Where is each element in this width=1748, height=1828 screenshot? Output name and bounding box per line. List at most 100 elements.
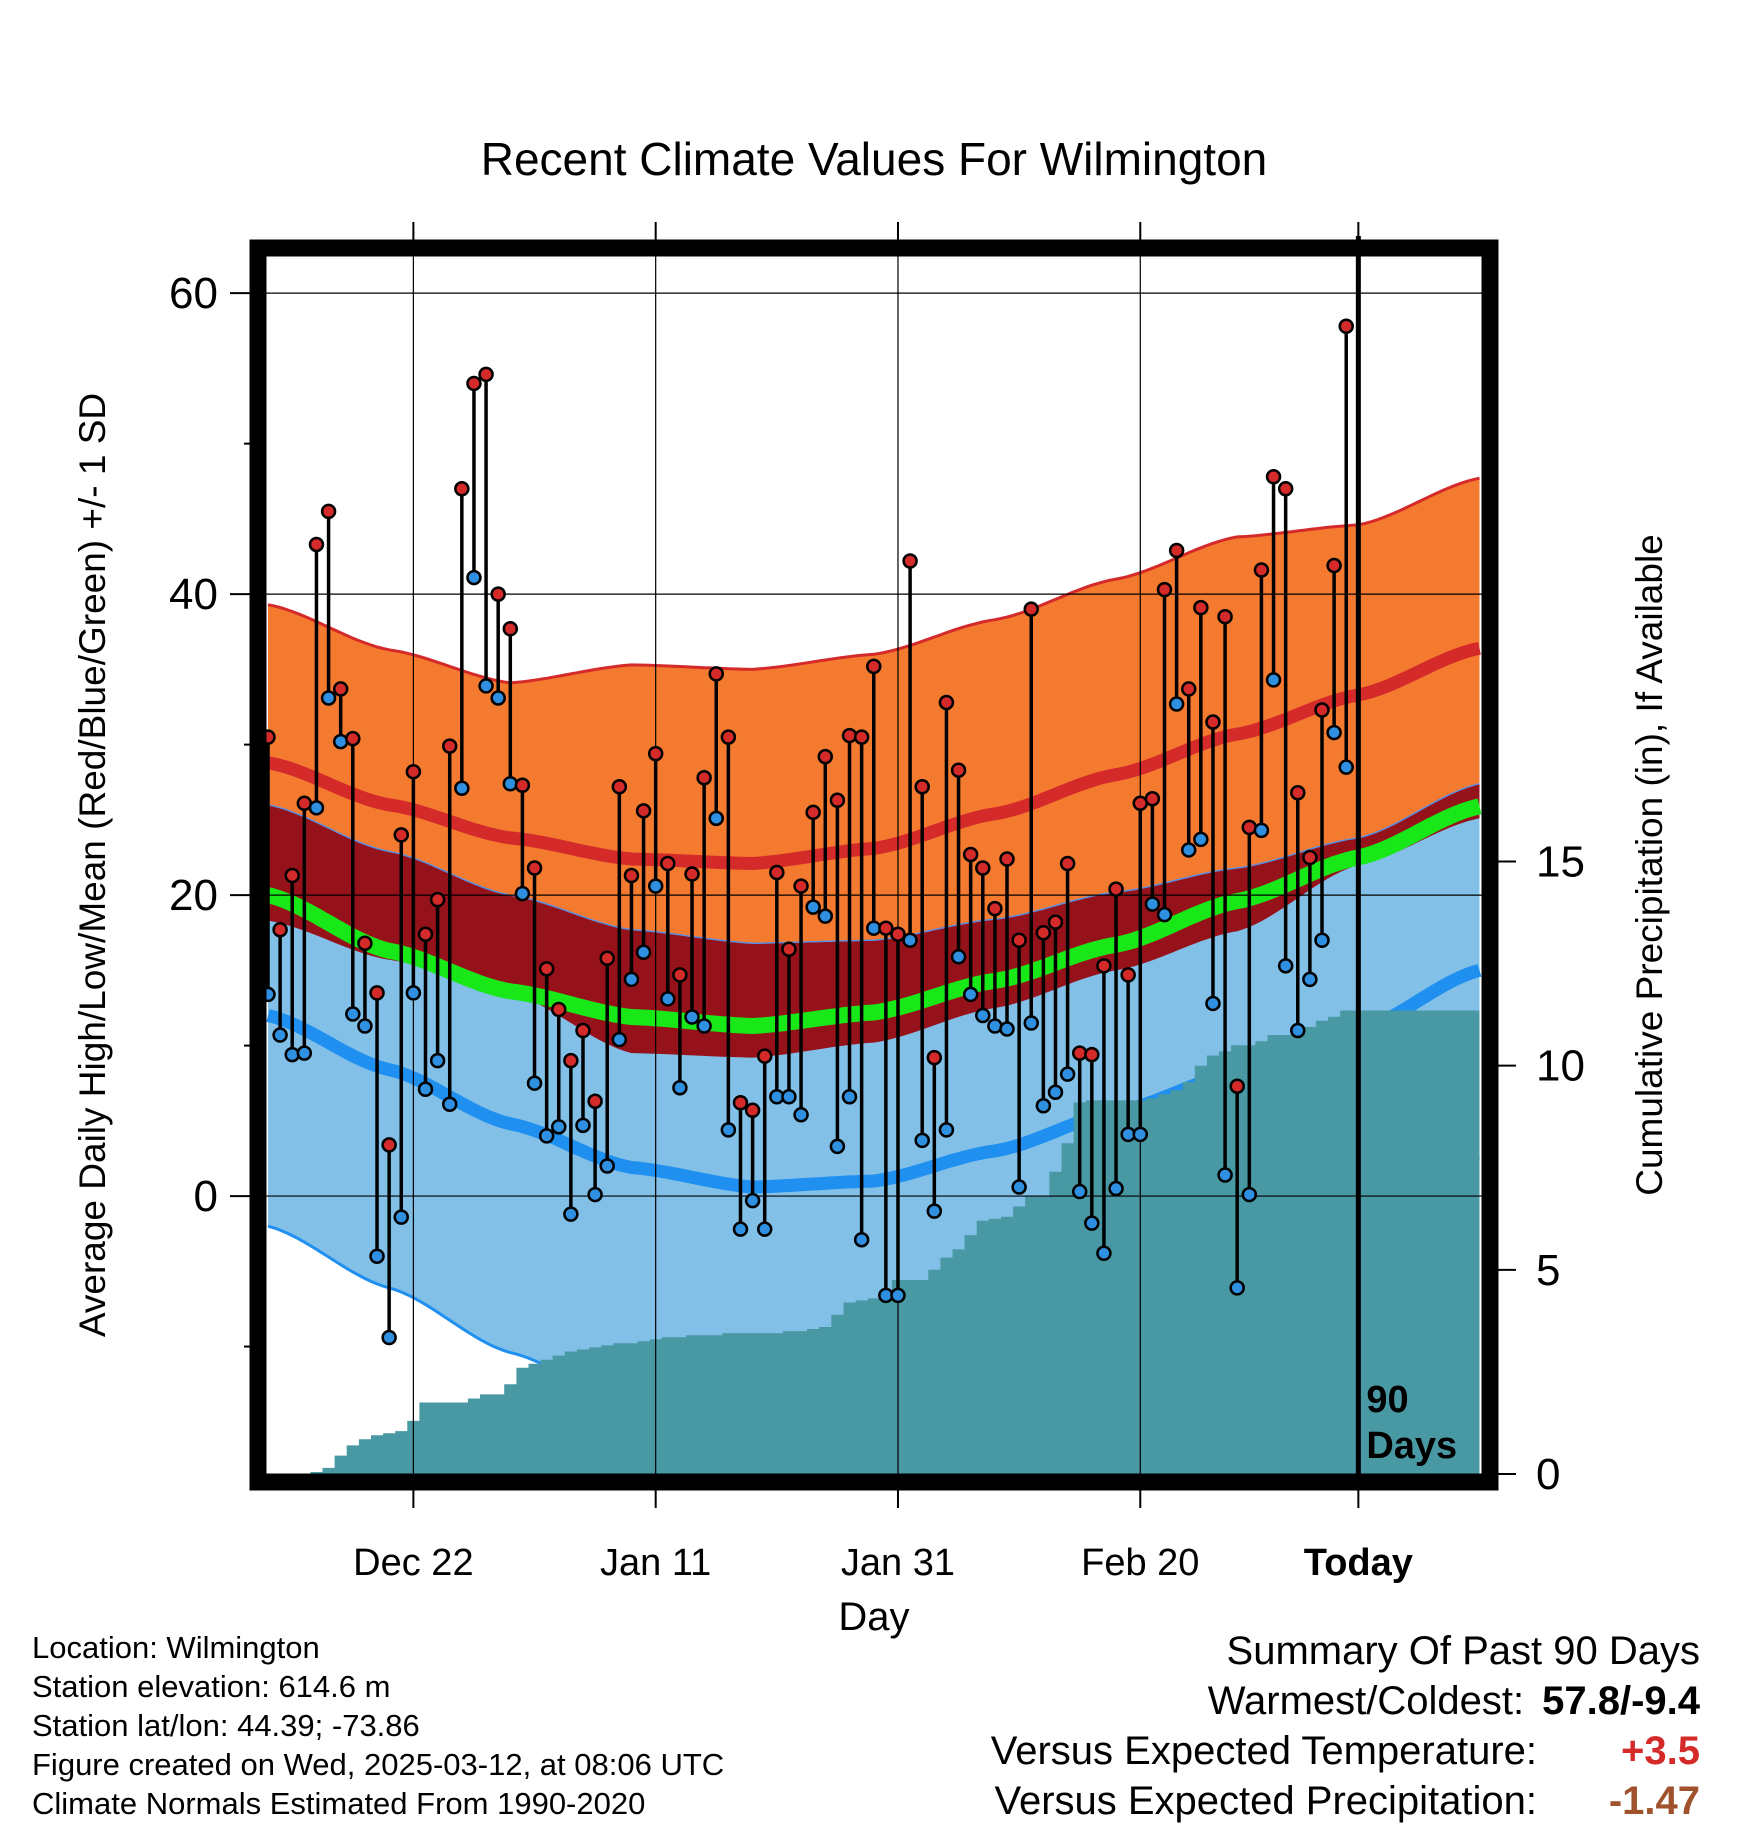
daily-high-point — [975, 860, 991, 876]
daily-low-point — [466, 569, 482, 586]
normals-text: Climate Normals Estimated From 1990-2020 — [32, 1786, 646, 1821]
daily-high-point — [1059, 855, 1076, 872]
daily-low-point — [526, 1075, 543, 1091]
daily-high-point — [756, 1048, 773, 1064]
daily-low-point — [1253, 822, 1270, 839]
daily-low-point — [417, 1081, 434, 1097]
daily-low-point — [1265, 672, 1282, 688]
axes: 0 20 40 60 0 5 10 15 Dec 22 Jan 11 Jan 31 Feb 20 Tod… — [169, 222, 1585, 1584]
daily-low-point — [720, 1122, 737, 1138]
daily-high-point — [1265, 468, 1282, 485]
daily-high-point — [987, 900, 1003, 917]
daily-high-point — [1229, 1078, 1245, 1094]
daily-high-point — [1168, 542, 1185, 559]
daily-low-point — [914, 1132, 930, 1149]
daily-high-point — [1205, 714, 1221, 730]
chart-title: Recent Climate Values For Wilmington — [481, 133, 1268, 185]
y-axis-label: Average Daily High/Low/Mean (Red/Blue/Gr… — [72, 393, 113, 1337]
daily-low-point — [1084, 1215, 1100, 1231]
daily-low-point — [672, 1079, 688, 1096]
x-tick-label: Today — [1304, 1542, 1413, 1584]
daily-high-point — [357, 935, 373, 952]
daily-high-point — [284, 867, 300, 884]
daily-high-point — [345, 730, 361, 747]
y-tick-label: 40 — [169, 570, 218, 619]
x-tick-label: Jan 11 — [600, 1542, 711, 1584]
daily-high-point — [829, 792, 846, 809]
daily-low-point — [1193, 831, 1209, 848]
high-upper-edge — [267, 476, 1480, 685]
daily-low-point — [1096, 1245, 1112, 1262]
daily-high-point — [962, 846, 979, 863]
window-label-number: 90 — [1366, 1379, 1408, 1421]
daily-low-point — [272, 1027, 288, 1043]
daily-high-point — [866, 658, 882, 675]
daily-low-point — [478, 678, 494, 694]
daily-high-point — [1326, 557, 1342, 574]
daily-high-point — [1047, 914, 1064, 930]
daily-low-point — [1277, 958, 1294, 974]
daily-high-point — [1108, 881, 1124, 897]
summary-panel: Summary Of Past 90 Days Warmest/Coldest:… — [991, 1626, 1700, 1826]
daily-low-point — [793, 1107, 809, 1123]
location-text: Location: Wilmington — [32, 1630, 320, 1665]
daily-low-point — [308, 800, 325, 816]
daily-high-point — [1253, 562, 1270, 578]
precip-departure-label: Versus Expected Precipitation: — [994, 1779, 1537, 1823]
daily-high-point — [1290, 785, 1306, 801]
daily-low-point — [357, 1018, 373, 1034]
daily-high-point — [1217, 608, 1233, 625]
daily-low-point — [1241, 1186, 1258, 1203]
temp-departure-row: Versus Expected Temperature: +3.5 — [991, 1726, 1700, 1776]
daily-high-point — [393, 827, 410, 843]
x-tick-label: Dec 22 — [353, 1542, 473, 1584]
daily-high-point — [926, 1049, 943, 1066]
daily-high-point — [817, 748, 834, 765]
daily-high-point — [1084, 1046, 1100, 1063]
daily-low-point — [890, 1287, 906, 1304]
daily-high-point — [538, 961, 555, 977]
daily-low-point — [575, 1117, 591, 1134]
daily-high-point — [1120, 967, 1136, 983]
daily-high-point — [793, 878, 809, 894]
daily-low-point — [1180, 842, 1197, 858]
summary-title: Summary Of Past 90 Days — [1226, 1629, 1700, 1673]
daily-low-point — [926, 1203, 943, 1219]
daily-low-point — [490, 690, 506, 706]
daily-low-point — [1205, 995, 1221, 1012]
daily-low-point — [393, 1209, 410, 1225]
daily-low-point — [1047, 1084, 1064, 1100]
daily-low-point — [405, 985, 422, 1001]
daily-low-point — [696, 1018, 712, 1034]
overlap-band — [268, 783, 1480, 1058]
daily-high-point — [490, 586, 506, 602]
daily-low-point — [829, 1138, 846, 1155]
x-tick-label: Jan 31 — [841, 1542, 955, 1584]
daily-high-point — [466, 375, 482, 392]
plot-area: 90 Days — [249, 236, 1499, 1491]
y2-tick-label: 0 — [1536, 1450, 1560, 1499]
daily-low-point — [1071, 1183, 1088, 1200]
daily-high-point — [708, 666, 725, 682]
daily-high-point — [1023, 601, 1039, 617]
daily-low-point — [599, 1158, 615, 1174]
low-upper-edge — [267, 782, 1480, 945]
daily-low-point — [551, 1119, 567, 1135]
daily-high-point — [478, 366, 494, 383]
daily-low-point — [950, 949, 967, 965]
daily-low-point — [781, 1089, 797, 1105]
y-tick-label: 20 — [169, 871, 218, 920]
daily-high-point — [696, 769, 712, 786]
daily-high-point — [999, 851, 1015, 867]
daily-high-point — [514, 777, 531, 793]
daily-high-point — [1144, 791, 1161, 807]
daily-high-point — [1277, 481, 1294, 497]
daily-high-point — [551, 1001, 567, 1018]
daily-high-point — [647, 745, 664, 762]
daily-high-point — [1302, 849, 1318, 866]
daily-low-point — [1144, 896, 1161, 912]
daily-low-point — [381, 1329, 397, 1346]
daily-low-point — [369, 1248, 385, 1265]
daily-low-point — [1023, 1015, 1039, 1031]
daily-low-point — [1302, 971, 1318, 988]
